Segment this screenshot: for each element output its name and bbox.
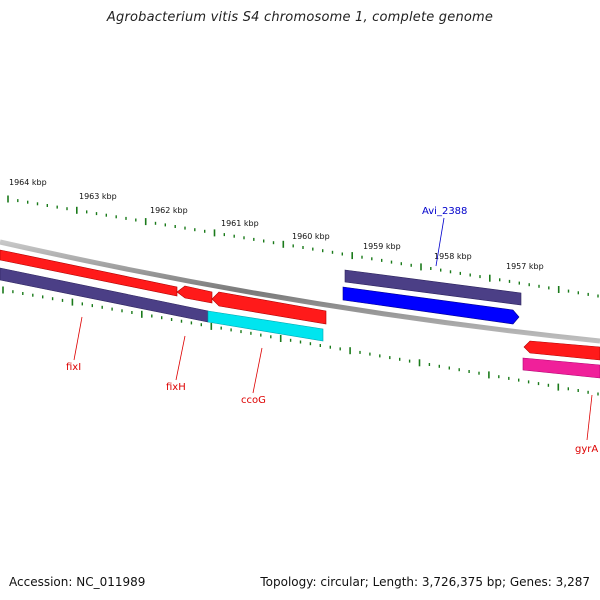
cog-cyan-segment: [207, 310, 324, 342]
scale-label-1960: 1960 kbp: [292, 232, 330, 241]
fixI-gene-head: [4, 252, 10, 262]
scale-label-1958: 1958 kbp: [434, 252, 472, 261]
scale-label-1957: 1957 kbp: [506, 262, 544, 271]
scale-label-1964: 1964 kbp: [9, 178, 47, 187]
red-cds-track: [0, 249, 600, 361]
gene-label-fixH: fixH: [166, 382, 186, 393]
scale-label-1962: 1962 kbp: [150, 206, 188, 215]
inner-scale-ticks: [2, 286, 599, 396]
scale-label-1961: 1961 kbp: [221, 219, 259, 228]
accession-label: Accession: NC_011989: [9, 575, 146, 589]
map-title: Agrobacterium vitis S4 chromosome 1, com…: [106, 10, 494, 25]
scale-label-1959: 1959 kbp: [363, 242, 401, 251]
gene-label-fixI: fixI: [66, 362, 81, 373]
cog-purple-segment-2: [344, 269, 522, 306]
gene-label-avi2388: Avi_2388: [422, 206, 467, 217]
scale-label-1963: 1963 kbp: [79, 192, 117, 201]
fixH-gene: [176, 285, 213, 304]
scale-labels: 1964 kbp 1963 kbp 1962 kbp 1961 kbp 1960…: [9, 178, 544, 271]
genome-summary: Topology: circular; Length: 3,726,375 bp…: [260, 575, 590, 589]
cog-track: [0, 267, 600, 379]
gene-labels: fixI fixH ccoG gyrA Avi_2388: [66, 206, 598, 455]
gyrA-gene: [523, 340, 600, 361]
cog-magenta-segment: [522, 357, 600, 379]
gene-label-ccoG: ccoG: [241, 395, 266, 406]
ccoG-gene: [211, 291, 327, 325]
outer-scale-ticks: [7, 195, 599, 298]
avi2388-gene: [342, 286, 520, 325]
backbone-track: [0, 239, 600, 344]
gene-label-gyrA: gyrA: [575, 444, 598, 455]
